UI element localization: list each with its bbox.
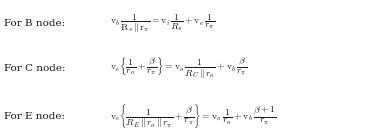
Text: For B node:: For B node: bbox=[4, 19, 65, 28]
Text: $\mathrm{v}_{e}\left\{\dfrac{1}{R_E\,\|\,r_o\,\|\,r_{\pi}}+\dfrac{\beta}{r_{\pi}: $\mathrm{v}_{e}\left\{\dfrac{1}{R_E\,\|\… bbox=[110, 102, 277, 130]
Text: $\mathrm{v}_{e}\left\{\dfrac{1}{r_o}+\dfrac{\beta}{r_{\pi}}\right\} = \mathrm{v}: $\mathrm{v}_{e}\left\{\dfrac{1}{r_o}+\df… bbox=[110, 56, 248, 81]
Text: $\mathrm{v}_{b}\,\dfrac{1}{\mathrm{R}_{s}\,\|\,\mathrm{r}_{\pi}} = \mathrm{v}_{i: $\mathrm{v}_{b}\,\dfrac{1}{\mathrm{R}_{s… bbox=[110, 12, 216, 34]
Text: For C node:: For C node: bbox=[4, 64, 65, 73]
Text: For E node:: For E node: bbox=[4, 112, 65, 121]
